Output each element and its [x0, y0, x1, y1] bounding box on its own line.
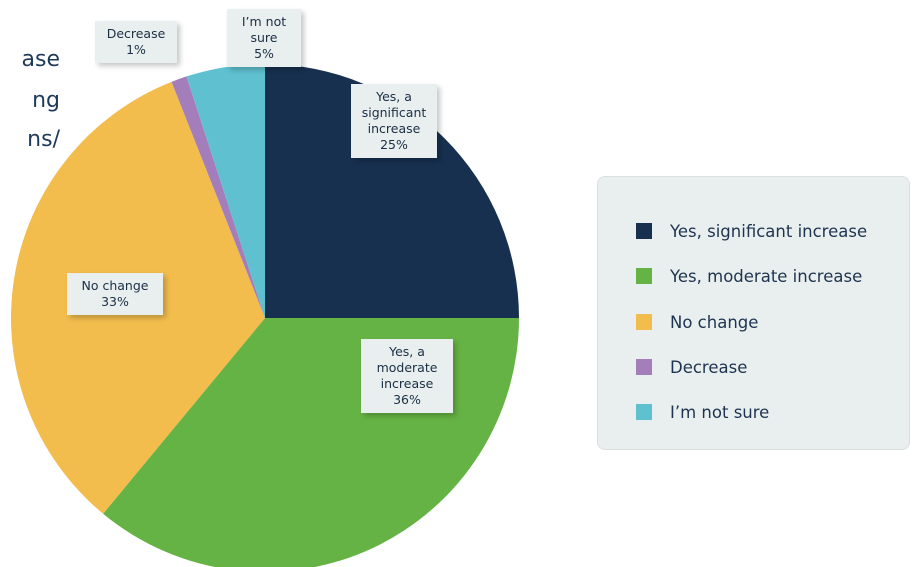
legend-label-1: Yes, moderate increase — [670, 266, 863, 286]
legend-swatch-4 — [636, 404, 652, 420]
slice-label-0-line-2: increase — [367, 121, 421, 136]
pie-slice-3 — [171, 76, 265, 319]
legend-swatch-1 — [636, 268, 652, 284]
slice-label-2-line-1: 33% — [101, 294, 129, 309]
legend-swatch-3 — [636, 359, 652, 375]
slice-label-2: No change 33% — [67, 273, 163, 315]
slice-label-0-line-0: Yes, a — [376, 89, 412, 104]
slice-label-0: Yes, a significant increase 25% — [351, 84, 437, 158]
legend-swatch-0 — [636, 223, 652, 239]
legend-item-0: Yes, significant increase — [636, 219, 867, 243]
legend-label-0: Yes, significant increase — [670, 221, 868, 241]
slice-label-0-line-3: 25% — [380, 137, 408, 152]
chart-title-line-3: ns/ — [27, 127, 60, 152]
legend-item-3: Decrease — [636, 355, 747, 379]
slice-label-1-line-3: 36% — [393, 392, 421, 407]
slice-label-1-line-1: moderate — [376, 360, 438, 375]
slice-label-4: I’m not sure 5% — [227, 9, 301, 67]
legend-label-2: No change — [670, 312, 759, 332]
chart-title-line-1: ase — [21, 47, 60, 72]
legend-item-1: Yes, moderate increase — [636, 264, 862, 288]
slice-label-4-line-0: I’m not — [241, 14, 287, 29]
chart-title-line-2: ng — [32, 88, 60, 113]
slice-label-4-line-2: 5% — [254, 46, 274, 61]
slice-label-0-line-1: significant — [361, 105, 427, 120]
pie-slice-4 — [186, 64, 265, 318]
legend-label-4: I’m not sure — [670, 402, 770, 422]
slice-label-4-line-1: sure — [250, 30, 278, 45]
legend-label-3: Decrease — [670, 357, 748, 377]
legend-item-4: I’m not sure — [636, 400, 769, 424]
slice-label-1-line-0: Yes, a — [389, 344, 425, 359]
slice-label-1: Yes, a moderate increase 36% — [361, 339, 453, 413]
slice-label-3-line-0: Decrease — [106, 26, 166, 41]
slice-label-1-line-2: increase — [380, 376, 434, 391]
slice-label-2-line-0: No change — [81, 278, 149, 293]
legend-item-2: No change — [636, 310, 758, 334]
legend: Yes, significant increase Yes, moderate i… — [597, 176, 910, 450]
legend-swatch-2 — [636, 314, 652, 330]
pie-slice-0 — [265, 64, 519, 318]
slice-label-3: Decrease 1% — [95, 21, 177, 63]
slice-label-3-line-1: 1% — [126, 42, 146, 57]
